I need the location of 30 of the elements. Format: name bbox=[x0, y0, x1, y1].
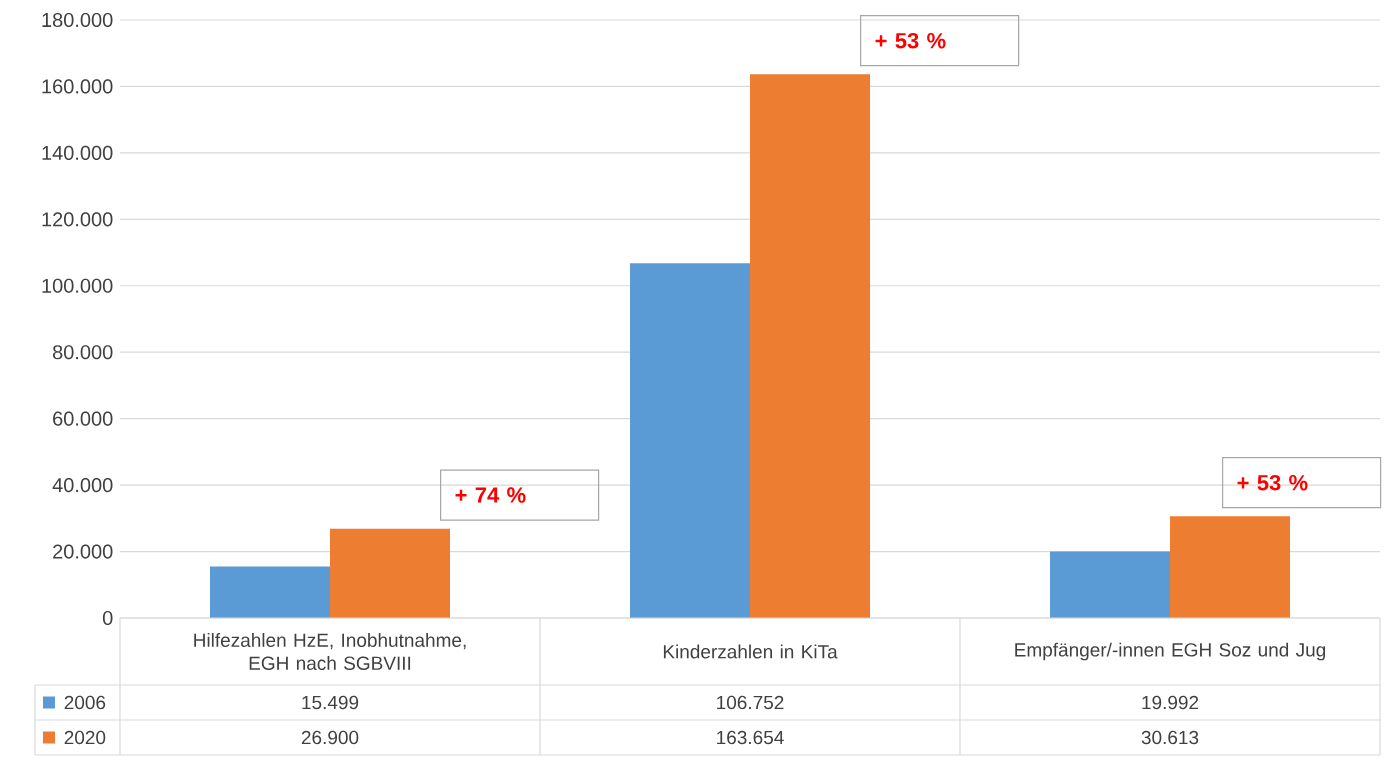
y-tick-label: 40.000 bbox=[52, 478, 113, 493]
y-tick-label: 100.000 bbox=[42, 278, 113, 293]
data-label: 30.613 bbox=[1141, 730, 1199, 745]
legend-label: 2006 bbox=[64, 695, 106, 710]
data-label: 106.752 bbox=[717, 695, 784, 710]
bar bbox=[630, 263, 751, 618]
data-label: 19.992 bbox=[1142, 695, 1199, 710]
y-tick-label: 120.000 bbox=[42, 212, 113, 227]
annotation: + 74 % bbox=[455, 487, 526, 503]
y-tick-label: 140.000 bbox=[42, 145, 113, 160]
x-tick-label: Hilfezahlen HzE, Inobhutnahme, EGH nach SGBVIII bbox=[194, 633, 466, 670]
data-label: 26.900 bbox=[301, 730, 359, 745]
x-tick-label: Empfänger/-innen EGH Soz und Jug bbox=[1015, 642, 1326, 661]
bar bbox=[210, 566, 330, 618]
data-label: 163.654 bbox=[717, 730, 784, 745]
y-tick-label: 60.000 bbox=[53, 411, 113, 426]
bar bbox=[330, 528, 450, 618]
bar bbox=[1050, 551, 1171, 618]
annotation: + 53 % bbox=[875, 32, 946, 49]
data-label: 15.499 bbox=[302, 695, 359, 710]
x-tick-label: Kinderzahlen in KiTa bbox=[663, 644, 838, 659]
y-tick-label: 80.000 bbox=[52, 345, 113, 360]
bar bbox=[750, 74, 871, 618]
legend-label: 2020 bbox=[64, 730, 106, 745]
annotation: + 53 % bbox=[1237, 474, 1308, 491]
y-tick-label: 0 bbox=[102, 610, 113, 626]
y-tick-label: 160.000 bbox=[42, 79, 113, 94]
bar bbox=[1170, 516, 1291, 618]
y-tick-label: 180.000 bbox=[42, 12, 113, 28]
y-tick-label: 20.000 bbox=[53, 544, 113, 559]
